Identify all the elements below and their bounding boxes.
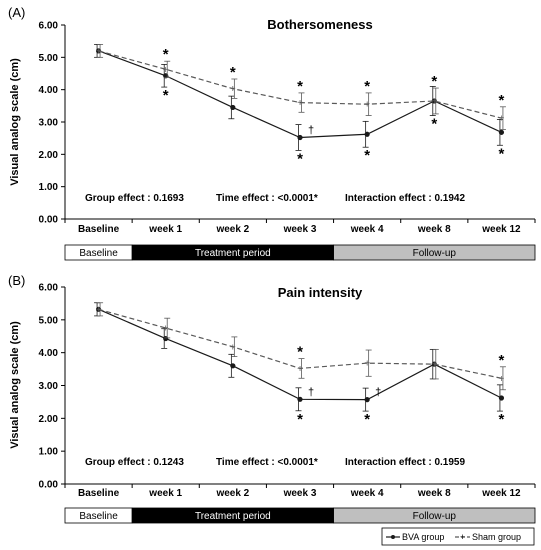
x-tick-label: week 4: [350, 224, 384, 235]
legend: BVA group + Sham group: [381, 527, 535, 546]
legend-bva-label: BVA group: [402, 532, 444, 542]
period-followup-label: Follow-up: [413, 511, 457, 522]
data-point-sham: +: [297, 364, 303, 375]
data-point-sham: +: [364, 359, 370, 370]
series-line-sham: [98, 308, 502, 379]
x-tick-label: week 8: [417, 224, 451, 235]
period-treatment-label: Treatment period: [195, 511, 271, 522]
y-axis-label: Visual analog scale (cm): [9, 321, 21, 449]
dagger-marker: †: [308, 386, 314, 398]
y-tick-label: 1.00: [39, 182, 59, 193]
dagger-marker: †: [375, 387, 381, 399]
data-point-bva: [297, 134, 303, 141]
significance-star: *: [499, 411, 505, 428]
y-tick-label: 2.00: [39, 150, 59, 161]
period-followup-label: Follow-up: [413, 248, 457, 259]
data-point-sham: +: [431, 96, 437, 107]
significance-star: *: [297, 344, 303, 361]
significance-star: *: [163, 87, 169, 104]
data-point-sham: +: [163, 65, 169, 76]
series-line-sham: [98, 50, 502, 119]
panel-label: (A): [8, 5, 25, 20]
significance-star: *: [163, 46, 169, 63]
time-effect: Time effect : <0.0001*: [216, 457, 318, 468]
time-effect: Time effect : <0.0001*: [216, 193, 318, 204]
x-tick-label: week 12: [481, 224, 521, 235]
x-tick-label: week 3: [283, 224, 317, 235]
data-point-sham: +: [297, 98, 303, 109]
significance-star: *: [499, 352, 505, 369]
y-tick-label: 3.00: [39, 381, 59, 392]
data-point-sham: +: [499, 374, 505, 385]
x-tick-label: Baseline: [78, 488, 120, 499]
y-tick-label: 1.00: [39, 447, 59, 458]
legend-sham-marker: +: [460, 532, 465, 542]
x-tick-label: week 4: [350, 488, 384, 499]
period-followup-box: [333, 507, 536, 524]
x-tick-label: Baseline: [78, 224, 120, 235]
data-point-sham: +: [230, 342, 236, 353]
interaction-effect: Interaction effect : 0.1942: [345, 193, 465, 204]
chart-title: Bothersomeness: [267, 17, 372, 32]
x-tick-label: week 2: [215, 224, 249, 235]
x-tick-label: week 2: [215, 488, 249, 499]
period-treatment-label: Treatment period: [195, 248, 271, 259]
dagger-marker: †: [308, 125, 314, 137]
significance-star: *: [297, 78, 303, 95]
y-tick-label: 4.00: [39, 348, 59, 359]
group-effect: Group effect : 0.1693: [85, 193, 184, 204]
data-point-bva: [364, 397, 370, 403]
data-point-sham: +: [96, 46, 102, 57]
significance-star: *: [431, 73, 437, 90]
y-tick-label: 2.00: [39, 414, 59, 425]
y-tick-label: 4.00: [39, 85, 59, 96]
x-tick-label: week 1: [148, 224, 182, 235]
period-baseline-label: Baseline: [79, 248, 118, 259]
data-point-bva: [297, 396, 303, 402]
panel-a: (A) Bothersomeness Visual analog scale (cm…: [8, 5, 536, 261]
significance-star: *: [431, 116, 437, 133]
data-point-sham: +: [499, 114, 505, 125]
y-tick-label: 6.00: [39, 21, 59, 32]
y-tick-label: 3.00: [39, 118, 59, 129]
data-point-bva: [498, 129, 505, 135]
significance-star: *: [499, 145, 505, 162]
data-point-sham: +: [163, 324, 169, 335]
x-tick-label: week 1: [148, 488, 182, 499]
y-tick-label: 0.00: [39, 480, 59, 491]
legend-bva-marker: [391, 535, 395, 539]
y-tick-label: 5.00: [39, 315, 59, 326]
chart-title: Pain intensity: [278, 285, 363, 300]
x-tick-label: week 12: [481, 488, 521, 499]
data-point-sham: +: [96, 305, 102, 316]
interaction-effect: Interaction effect : 0.1959: [345, 457, 465, 468]
data-point-bva: [230, 104, 236, 111]
significance-star: *: [499, 92, 505, 109]
panel-label: (B): [8, 273, 25, 288]
y-axis-label: Visual analog scale (cm): [9, 58, 21, 186]
legend-sham-label: Sham group: [472, 532, 521, 542]
panel-b: (B) Pain intensity Visual analog scale (cm…: [8, 273, 536, 524]
significance-star: *: [364, 147, 370, 164]
significance-star: *: [297, 411, 303, 428]
y-tick-label: 6.00: [39, 283, 59, 294]
period-baseline-label: Baseline: [79, 511, 118, 522]
data-point-sham: +: [230, 84, 236, 95]
group-effect: Group effect : 0.1243: [85, 457, 184, 468]
significance-star: *: [364, 78, 370, 95]
data-point-sham: +: [431, 360, 437, 371]
significance-star: *: [364, 411, 370, 428]
y-tick-label: 5.00: [39, 53, 59, 64]
data-point-bva: [230, 363, 236, 369]
significance-star: *: [230, 64, 236, 81]
y-tick-label: 0.00: [39, 215, 59, 226]
period-followup-box: [333, 244, 536, 261]
data-point-bva: [364, 131, 370, 137]
x-tick-label: week 3: [283, 488, 317, 499]
data-point-sham: +: [364, 100, 370, 111]
data-point-bva: [498, 395, 505, 401]
x-tick-label: week 8: [417, 488, 451, 499]
significance-star: *: [297, 150, 303, 167]
